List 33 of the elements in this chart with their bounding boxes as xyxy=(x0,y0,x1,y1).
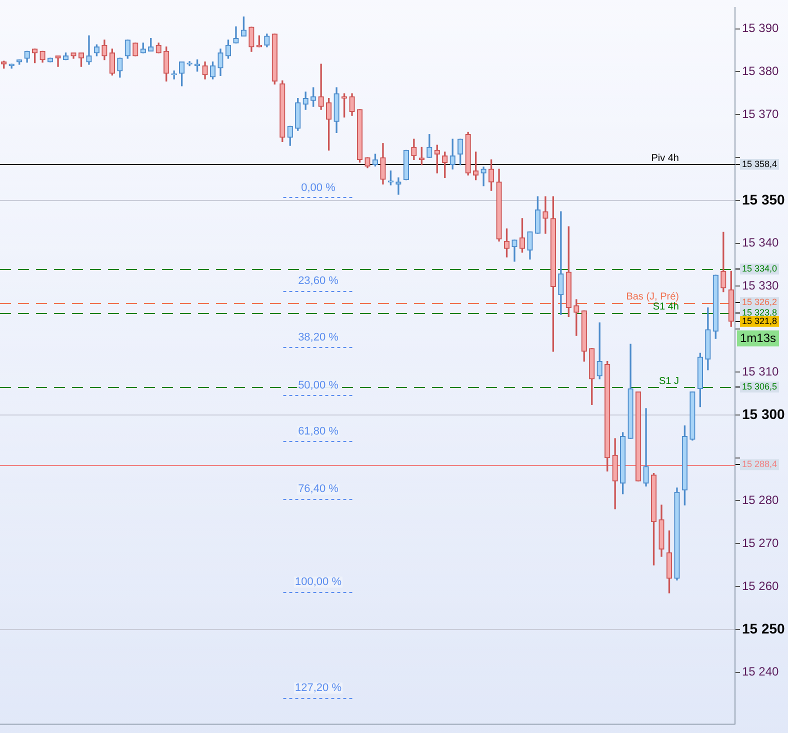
y-tick-label: 15 260 xyxy=(742,578,780,593)
y-tick-label: 15 300 xyxy=(742,406,786,422)
annotation: 0,00 % xyxy=(301,182,336,194)
annotation: 76,40 % xyxy=(298,483,339,496)
ref-line-label: Bas (J, Pré) xyxy=(626,291,679,302)
y-tick-label: 15 358,4 xyxy=(742,158,778,169)
annotation: 127,20 % xyxy=(295,682,342,694)
text: 1m13s xyxy=(740,331,776,346)
y-tick-label: 15 310 xyxy=(742,364,780,378)
y-tick-label: 15 334,0 xyxy=(742,264,778,274)
ref-line-label: S1 4h xyxy=(652,302,679,313)
ref-line-label: Piv 4h xyxy=(651,153,679,164)
y-tick-label: 15 288,4 xyxy=(742,459,778,470)
y-tick-label: 15 330 xyxy=(742,278,780,293)
ref-line-label: S1 J xyxy=(658,376,679,387)
annotation: 23,60 % xyxy=(298,275,339,288)
annotation: 50,00 % xyxy=(298,379,339,392)
y-tick-label: 15 323,8 xyxy=(742,307,778,318)
annotation: 38,20 % xyxy=(298,332,339,344)
y-tick-label: 15 250 xyxy=(742,620,786,636)
y-tick-label: 15 270 xyxy=(742,536,780,550)
y-tick-label: 15 370 xyxy=(742,106,780,121)
y-tick-label: 15 240 xyxy=(742,664,780,679)
y-tick-label: 15 306,5 xyxy=(742,382,778,392)
y-tick-label: 15 321,8 xyxy=(742,316,778,326)
y-tick-label: 15 380 xyxy=(742,64,780,78)
annotation: 100,00 % xyxy=(295,576,342,588)
annotation: 61,80 % xyxy=(298,426,339,438)
y-tick-label: 15 350 xyxy=(742,191,786,208)
y-tick-label: 15 326,2 xyxy=(742,297,778,308)
y-tick-label: 15 340 xyxy=(742,236,780,250)
y-tick-label: 15 280 xyxy=(742,493,780,508)
y-tick-label: 15 390 xyxy=(742,21,780,36)
